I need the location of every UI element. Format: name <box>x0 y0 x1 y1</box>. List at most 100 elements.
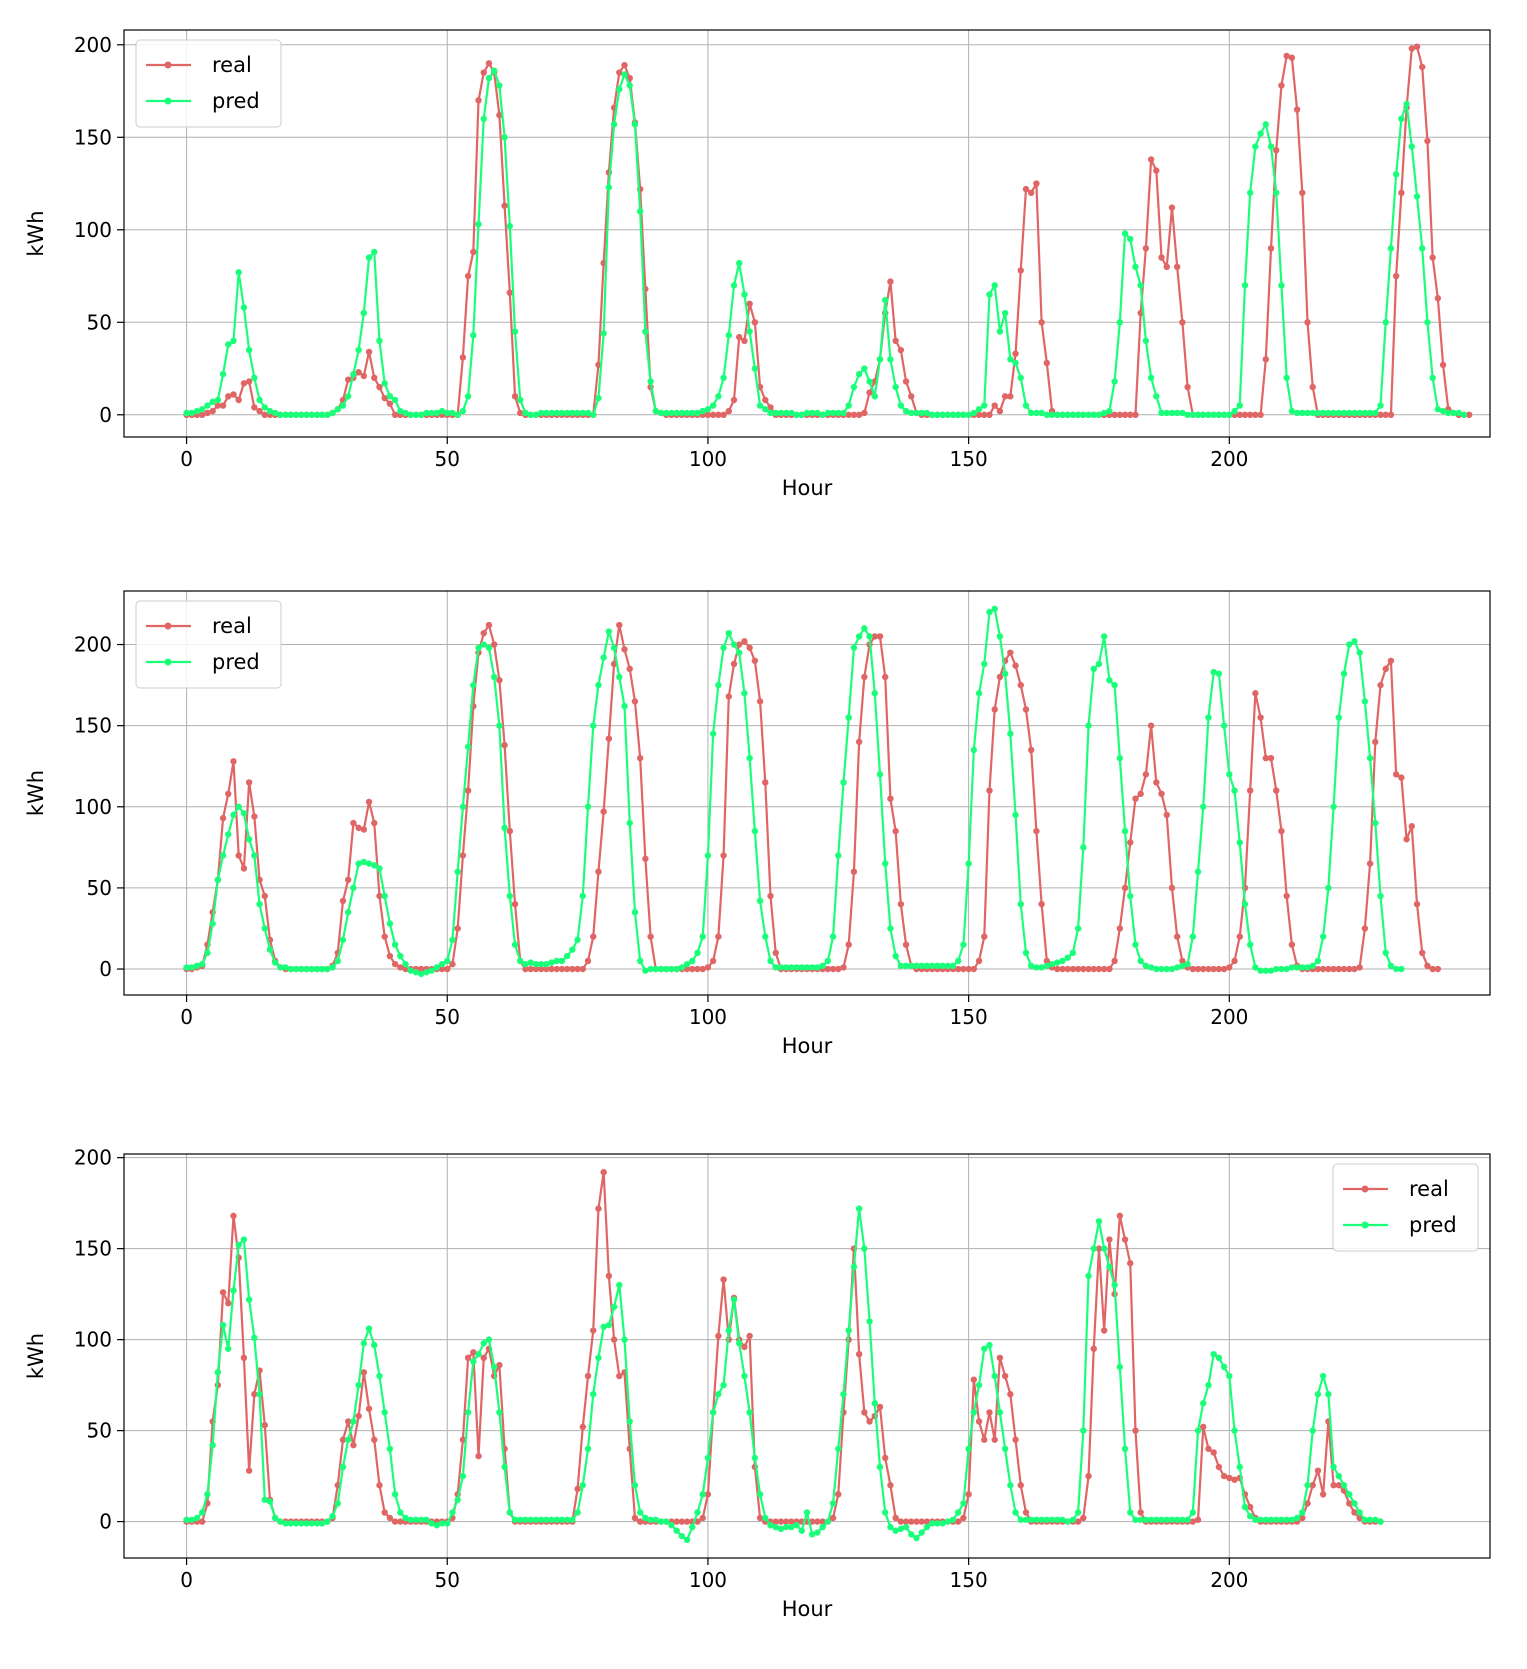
y-tick-label: 100 <box>74 218 112 242</box>
data-point-pred <box>730 282 738 289</box>
data-point-pred <box>1304 409 1311 417</box>
data-point-real <box>840 964 847 971</box>
data-point-real <box>1236 933 1243 940</box>
x-axis-label: Hour <box>782 1034 833 1058</box>
data-point-real <box>887 1482 894 1489</box>
data-point-pred <box>1153 965 1160 973</box>
data-point-real <box>230 391 237 398</box>
data-point-real <box>1074 965 1082 973</box>
data-point-real <box>1017 1482 1024 1489</box>
data-point-pred <box>261 404 268 411</box>
data-point-real <box>1116 411 1124 418</box>
data-point-pred <box>1319 409 1327 417</box>
data-point-pred <box>720 644 727 651</box>
data-point-pred <box>741 690 748 697</box>
data-point-real <box>1022 185 1030 193</box>
data-point-pred <box>350 1418 357 1425</box>
data-point-real <box>1319 965 1327 973</box>
data-point-real <box>897 346 905 354</box>
data-point-real <box>1330 1482 1337 1489</box>
data-point-real <box>1288 941 1296 948</box>
data-point-pred <box>736 259 743 267</box>
data-point-real <box>1194 965 1202 973</box>
data-point-real <box>225 1300 232 1307</box>
data-point-pred <box>303 965 310 973</box>
data-point-pred <box>584 409 592 417</box>
data-point-pred <box>1121 230 1129 237</box>
data-point-pred <box>1022 949 1030 957</box>
data-point-real <box>1179 957 1186 965</box>
data-point-pred <box>1262 121 1270 128</box>
data-point-pred <box>423 1516 430 1523</box>
data-point-pred <box>1241 1503 1249 1511</box>
data-point-pred <box>350 370 357 378</box>
data-point-pred <box>1106 407 1113 415</box>
data-point-real <box>563 965 571 973</box>
data-point-pred <box>381 1409 388 1416</box>
data-point-pred <box>240 304 248 311</box>
data-point-pred <box>1069 949 1077 957</box>
data-point-pred <box>871 1400 878 1407</box>
data-point-real <box>1419 63 1426 71</box>
data-point-pred <box>496 1409 503 1416</box>
data-point-pred <box>1038 964 1045 971</box>
legend-label-real: real <box>212 53 252 77</box>
data-point-real <box>245 1467 253 1474</box>
data-point-real <box>511 900 519 908</box>
data-point-real <box>986 1409 993 1416</box>
legend: real pred <box>1332 1163 1479 1252</box>
data-point-real <box>1434 295 1442 302</box>
data-point-pred <box>1111 1281 1118 1289</box>
data-point-real <box>371 819 378 827</box>
data-point-real <box>1184 383 1191 391</box>
data-point-pred <box>595 681 602 689</box>
data-point-pred <box>1377 892 1384 900</box>
data-point-real <box>496 1361 503 1369</box>
data-point-real <box>365 348 373 356</box>
data-point-real <box>1038 900 1045 908</box>
data-point-real <box>579 1423 587 1431</box>
data-point-real <box>882 1454 889 1462</box>
x-tick-label: 50 <box>435 447 460 471</box>
data-point-pred <box>360 858 368 866</box>
data-point-pred <box>845 402 852 409</box>
data-point-real <box>1074 1518 1082 1525</box>
data-point-real <box>876 633 884 640</box>
data-point-pred <box>736 649 743 656</box>
data-point-pred <box>590 1391 597 1398</box>
data-point-pred <box>793 964 800 971</box>
data-point-pred <box>840 409 847 417</box>
data-point-real <box>1059 965 1066 973</box>
y-tick-label: 150 <box>74 125 112 149</box>
data-point-pred <box>1325 884 1332 892</box>
data-point-pred <box>444 409 451 417</box>
data-point-pred <box>371 862 378 869</box>
data-point-pred <box>1027 1516 1035 1523</box>
data-point-pred <box>1346 409 1353 417</box>
data-point-real <box>850 868 858 875</box>
data-point-real <box>1127 1259 1134 1267</box>
data-point-pred <box>1043 411 1051 418</box>
data-point-real <box>1116 925 1124 932</box>
data-point-pred <box>923 962 931 969</box>
data-point-pred <box>590 411 597 418</box>
legend-box <box>135 600 282 689</box>
data-point-pred <box>1163 1516 1170 1523</box>
data-point-pred <box>1351 409 1358 417</box>
data-point-pred <box>678 1532 686 1540</box>
data-point-real <box>1179 319 1186 326</box>
data-point-pred <box>975 690 983 697</box>
data-point-pred <box>261 925 268 932</box>
data-point-real <box>527 965 534 973</box>
data-point-real <box>496 677 503 684</box>
data-point-pred <box>490 1363 498 1371</box>
data-point-real <box>360 372 368 380</box>
data-point-pred <box>470 332 477 339</box>
data-point-real <box>1215 1463 1223 1471</box>
data-point-pred <box>438 407 446 415</box>
data-point-real <box>480 1354 487 1362</box>
data-point-pred <box>298 965 305 973</box>
data-point-real <box>1424 137 1431 145</box>
data-point-real <box>214 402 222 409</box>
data-point-pred <box>694 409 701 417</box>
